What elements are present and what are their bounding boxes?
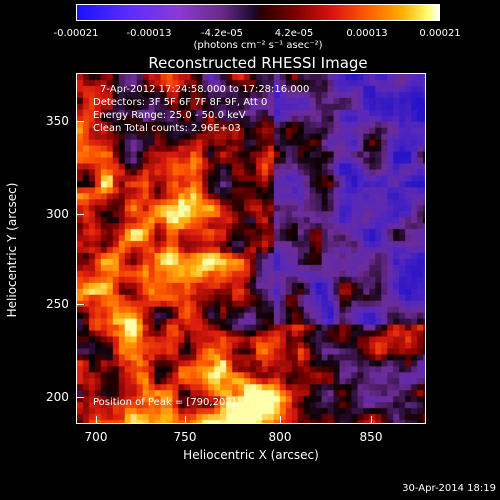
- plot-title: Reconstructed RHESSI Image: [148, 54, 368, 72]
- x-tick-mark: [96, 416, 97, 424]
- x-tick-label: 750: [173, 430, 197, 444]
- y-tick-mark: [76, 121, 84, 122]
- x-tick-label: 700: [84, 430, 108, 444]
- y-tick-label: 200: [46, 390, 69, 404]
- colorbar-tick-label: 0.00021: [419, 28, 461, 39]
- y-tick-label: 300: [46, 207, 69, 221]
- x-tick-mark: [371, 416, 372, 424]
- rhessi-heatmap-image: [77, 74, 425, 423]
- info-clean-counts: Clean Total counts: 2.96E+03: [93, 123, 241, 134]
- info-energy-range: Energy Range: 25.0 - 50.0 keV: [93, 110, 246, 121]
- y-axis-label: Heliocentric Y (arcsec): [5, 182, 19, 318]
- y-tick-label: 350: [46, 114, 69, 128]
- x-tick-label: 850: [359, 430, 383, 444]
- colorbar-units: (photons cm⁻² s⁻¹ asec⁻²): [193, 40, 323, 51]
- peak-position-label: Position of Peak = [790,202]: [93, 397, 236, 408]
- x-tick-mark: [280, 416, 281, 424]
- y-tick-mark: [76, 397, 84, 398]
- x-axis-label: Heliocentric X (arcsec): [183, 448, 319, 462]
- y-tick-mark: [76, 214, 84, 215]
- colorbar-tick-label: -0.00021: [53, 28, 99, 39]
- x-tick-label: 800: [268, 430, 292, 444]
- info-time-range: 7-Apr-2012 17:24:58.000 to 17:28:16.000: [100, 84, 310, 95]
- info-detectors: Detectors: 3F 5F 6F 7F 8F 9F, Att 0: [93, 97, 268, 108]
- render-timestamp: 30-Apr-2014 18:19: [402, 483, 496, 494]
- colorbar-tick-label: 0.00013: [346, 28, 388, 39]
- colorbar-gradient: [77, 5, 439, 20]
- colorbar: [76, 4, 440, 21]
- y-tick-label: 250: [46, 297, 69, 311]
- x-tick-mark: [185, 416, 186, 424]
- y-tick-mark: [76, 304, 84, 305]
- colorbar-tick-label: -4.2e-05: [201, 28, 243, 39]
- colorbar-tick-label: 4.2e-05: [274, 28, 314, 39]
- colorbar-tick-label: -0.00013: [126, 28, 172, 39]
- image-plot-area: [76, 73, 426, 424]
